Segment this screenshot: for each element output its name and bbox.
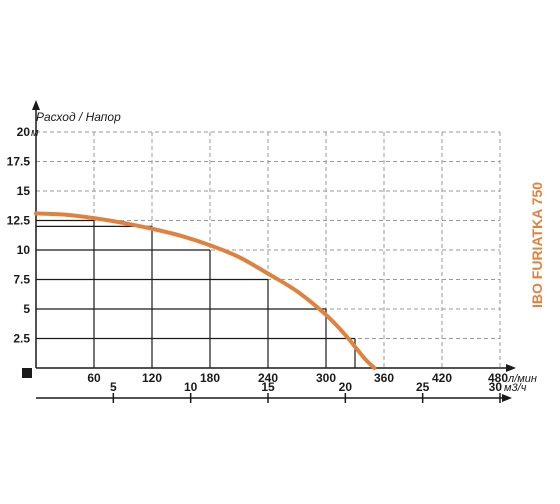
x-tick-label: 360: [374, 371, 394, 385]
x-tick-label: 480: [488, 371, 508, 385]
y-tick-label: 5: [23, 302, 30, 316]
x2-tick-label: 25: [416, 380, 430, 394]
guide-lines: [36, 219, 356, 368]
origin-marker: [22, 368, 32, 378]
x2-tick-label: 10: [184, 380, 198, 394]
x-axis-unit: л/мин: [507, 373, 537, 385]
x-tick-label: 120: [142, 371, 162, 385]
y-axis-arrow: [32, 100, 40, 110]
x-tick-label: 300: [316, 371, 336, 385]
x2-axis-arrow: [502, 394, 512, 402]
x2-tick-label: 30: [489, 380, 503, 394]
y-tick-label: 12.5: [7, 214, 31, 228]
axes: [22, 100, 516, 403]
x-axis-arrow: [506, 364, 516, 372]
curve-group: [34, 211, 377, 370]
x-tick-label: 60: [87, 371, 101, 385]
x2-axis-unit: м3/ч: [504, 382, 527, 394]
y-tick-label: 7.5: [13, 273, 30, 287]
performance-curve: [34, 211, 377, 370]
x2-tick-label: 15: [261, 380, 275, 394]
model-name: IBO FURIATKA 750: [529, 182, 545, 308]
y-tick-label: 17.5: [7, 155, 31, 169]
x2-tick-label: 20: [339, 380, 353, 394]
x-tick-label: 240: [258, 371, 278, 385]
y-tick-label: 10: [17, 243, 31, 257]
chart-title: Расход / Напор: [36, 110, 121, 124]
y-tick-label: 15: [17, 184, 31, 198]
y-tick-label: 20: [17, 125, 31, 139]
y-tick-label: 2.5: [13, 332, 30, 346]
x2-tick-label: 5: [110, 380, 117, 394]
y-axis-unit: м: [31, 127, 39, 139]
x-tick-label: 180: [200, 371, 220, 385]
x-tick-label: 420: [432, 371, 452, 385]
